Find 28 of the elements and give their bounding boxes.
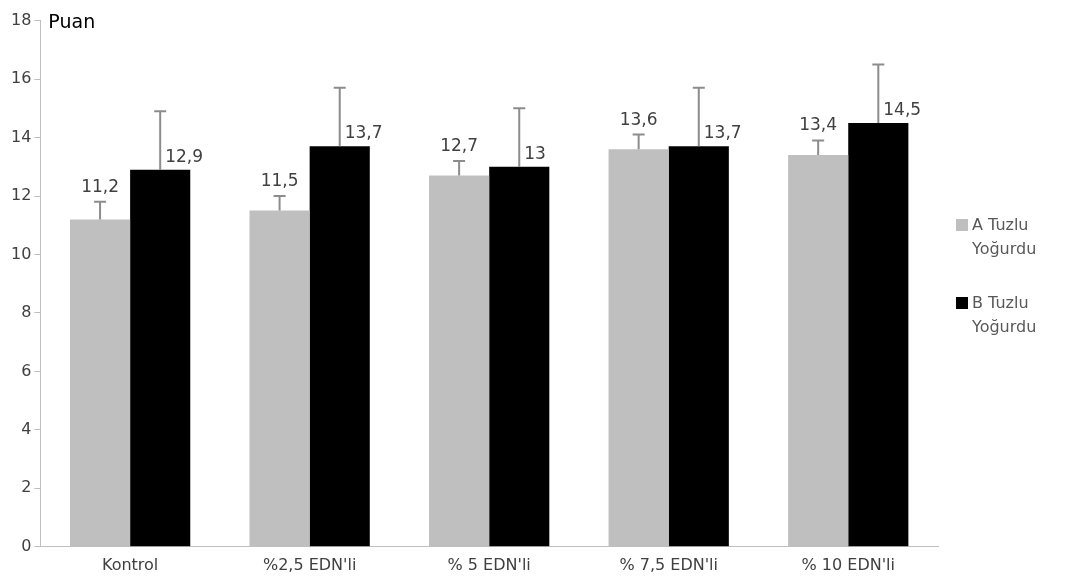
- x-tick-label: % 5 EDN'li: [447, 554, 531, 574]
- data-label: 13: [524, 142, 546, 163]
- x-tick-label: % 10 EDN'li: [801, 554, 895, 574]
- data-label: 12,7: [440, 134, 479, 155]
- y-tick-label: 12: [11, 185, 32, 205]
- y-tick-label: 4: [21, 419, 32, 439]
- y-tick-label: 6: [21, 360, 32, 380]
- data-label: 11,2: [81, 175, 119, 196]
- y-tick-label: 10: [11, 243, 32, 263]
- data-label: 13,7: [703, 122, 742, 143]
- y-tick-label: 14: [11, 126, 32, 146]
- y-axis-title: Puan: [48, 9, 96, 32]
- x-tick-label: % 7,5 EDN'li: [619, 554, 718, 574]
- data-label: 13,4: [799, 114, 838, 135]
- x-tick-label: %2,5 EDN'li: [262, 554, 357, 574]
- data-label: 11,5: [260, 169, 299, 190]
- data-label: 12,9: [165, 145, 204, 166]
- data-label: 13,6: [619, 108, 658, 129]
- legend-label: A Tuzlu Yoğurdu: [972, 214, 1038, 260]
- y-tick-label: 8: [21, 302, 32, 322]
- x-tick-label: Kontrol: [101, 554, 159, 574]
- data-label: 14,5: [883, 98, 922, 119]
- y-tick-label: 2: [21, 477, 32, 497]
- data-label: 13,7: [344, 122, 383, 143]
- legend-label: B Tuzlu Yoğurdu: [972, 292, 1038, 338]
- y-tick-label: 18: [11, 9, 32, 29]
- y-tick-label: 0: [21, 535, 32, 555]
- y-tick-label: 16: [11, 68, 32, 88]
